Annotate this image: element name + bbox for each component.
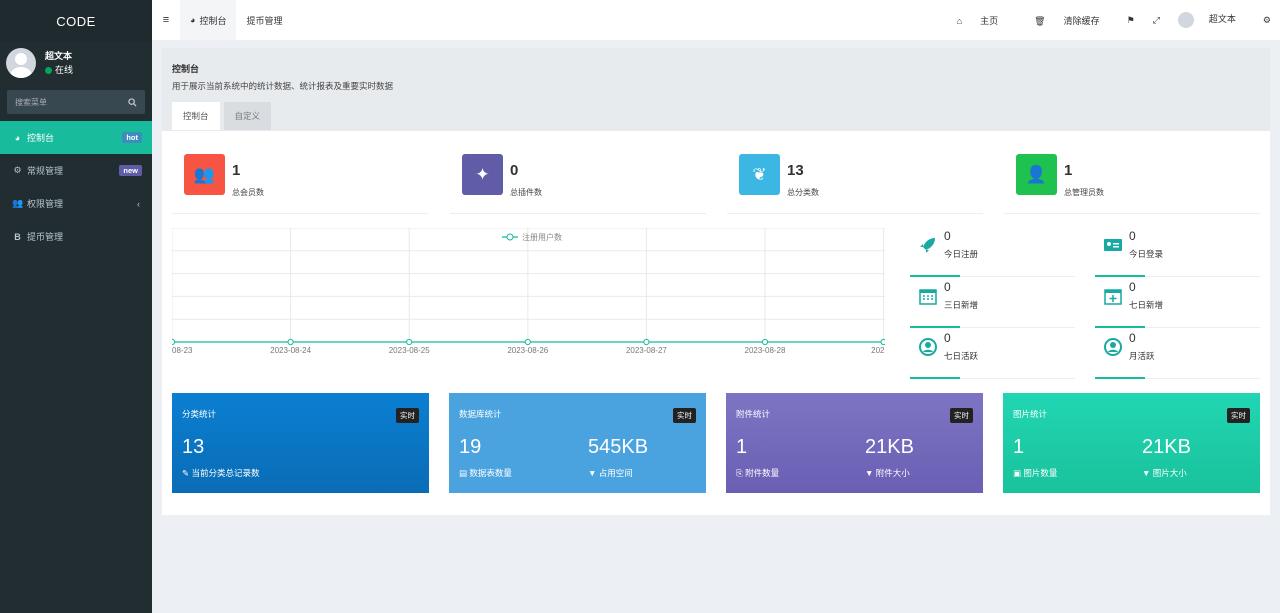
user-name: 超文本: [45, 51, 73, 61]
top-nav: ≡ ◕ 控制台 提币管理 ⌂ 主页 🗑 清除缓存 ⚑ ⤢ 超文本 ⚙: [152, 0, 1280, 40]
page-title: 控制台: [172, 64, 200, 74]
dashboard-icon: ◕: [190, 15, 196, 25]
kpi-today-login: 0 今日登录: [1095, 226, 1260, 277]
data-point: [524, 338, 531, 346]
rocket-icon: [920, 238, 935, 253]
kpi-seven-day-active: 0 七日活跃: [910, 328, 1075, 379]
kpi-three-day-new: 0 三日新增: [910, 277, 1075, 328]
x-tick-label: 08-23: [172, 346, 193, 355]
data-point: [172, 338, 176, 346]
vcard-icon: [1104, 239, 1122, 251]
filter-icon: ▼: [865, 468, 876, 478]
card-attachment-stats: 附件统计 实时 1 ⎘ 附件数量 21KB ▼ 附件大小: [726, 393, 983, 493]
leaf-icon: ❦: [739, 154, 780, 195]
x-tick-label: 2023-08-24: [270, 346, 311, 355]
hot-badge: hot: [122, 132, 142, 143]
filter-icon: ▼: [588, 468, 599, 478]
chevron-left-icon: ‹: [137, 198, 140, 209]
language-icon[interactable]: ⚑: [1126, 14, 1135, 25]
settings-icon[interactable]: ⚙: [1262, 14, 1271, 25]
search-icon: [128, 97, 137, 107]
magic-icon: ✎: [182, 468, 192, 478]
group-icon: 👥: [12, 198, 24, 208]
realtime-badge: 实时: [950, 408, 973, 423]
avatar: [1177, 12, 1194, 28]
card-image-stats: 图片统计 实时 1 ▣ 图片数量 21KB ▼ 图片大小: [1003, 393, 1260, 493]
home-icon: ⌂: [956, 15, 963, 26]
database-icon: ▤: [459, 468, 470, 478]
x-tick-label: 2023-08-27: [626, 346, 667, 355]
tab-custom[interactable]: 自定义: [223, 102, 272, 130]
dashboard-icon: ◕: [14, 132, 21, 143]
magic-icon: ✦: [462, 154, 503, 195]
user-menu[interactable]: 超文本: [1169, 12, 1254, 28]
data-point: [406, 338, 413, 346]
user-panel: 超文本 在线: [0, 42, 152, 84]
new-badge: new: [119, 165, 142, 176]
home-link[interactable]: ⌂ 主页: [939, 14, 1016, 27]
sidebar-item-auth[interactable]: 👥 权限管理 ‹: [12, 198, 140, 209]
clear-cache-link[interactable]: 🗑 清除缓存: [1016, 14, 1117, 27]
tab-dashboard[interactable]: ◕ 控制台: [180, 0, 237, 40]
sidebar: CODE 超文本 在线 搜索菜单 ◕ 控制台 hot ⚙ 常规管理 new 👥 …: [0, 0, 152, 613]
sidebar-item-general[interactable]: ⚙ 常规管理 new: [0, 154, 152, 187]
stat-members: 👥 1 总会员数: [172, 154, 428, 214]
menu-toggle-icon[interactable]: ≡: [162, 14, 170, 26]
stat-admins: 👤 1 总管理员数: [1004, 154, 1260, 214]
calendar-plus-icon: [1104, 289, 1122, 305]
dashboard-panel: 控制台 用于展示当前系统中的统计数据、统计报表及重要实时数据 控制台 自定义 👥…: [162, 48, 1270, 515]
x-tick-label: 2023-0: [871, 346, 885, 355]
realtime-badge: 实时: [673, 408, 696, 423]
fullscreen-icon[interactable]: ⤢: [1152, 14, 1160, 25]
card-database-stats: 数据库统计 实时 19 ▤ 数据表数量 545KB ▼ 占用空间: [449, 393, 706, 493]
tab-withdraw[interactable]: 提币管理: [246, 15, 283, 26]
filter-icon: ▼: [1142, 468, 1153, 478]
x-tick-label: 2023-08-26: [507, 346, 548, 355]
calendar-icon: [919, 289, 937, 305]
logo[interactable]: CODE: [0, 0, 152, 42]
menu-search-input[interactable]: 搜索菜单: [7, 90, 145, 114]
sidebar-item-dashboard[interactable]: ◕ 控制台 hot: [0, 121, 152, 154]
image-icon: ▣: [1013, 468, 1024, 478]
files-icon: ⎘: [736, 468, 746, 478]
page-description: 用于展示当前系统中的统计数据、统计报表及重要实时数据: [172, 81, 394, 91]
tab-console[interactable]: 控制台: [172, 102, 220, 130]
users-icon: 👥: [184, 154, 225, 195]
card-category-stats: 分类统计 实时 13 ✎ 当前分类总记录数: [172, 393, 429, 493]
stat-plugins: ✦ 0 总插件数: [450, 154, 706, 214]
kpi-monthly-active: 0 月活跃: [1095, 328, 1260, 379]
realtime-badge: 实时: [1227, 408, 1250, 423]
x-tick-label: 2023-08-25: [389, 346, 430, 355]
data-point: [761, 338, 769, 346]
data-point: [287, 338, 294, 346]
registrations-chart: 08-23 2023-08-24 2023-08-25 2023-08-26 2023-…: [172, 228, 885, 355]
sidebar-item-withdraw[interactable]: B 提币管理: [0, 220, 152, 253]
trash-icon: 🗑: [1034, 15, 1046, 26]
online-status-icon: [45, 67, 52, 74]
avatar: [6, 48, 36, 78]
legend-marker: [506, 233, 514, 241]
user-circle-icon: [1104, 338, 1122, 356]
kpi-today-register: 0 今日注册: [910, 226, 1075, 277]
data-point: [643, 338, 650, 346]
bitcoin-icon: B: [14, 231, 21, 242]
x-tick-label: 2023-08-28: [745, 346, 786, 355]
legend-label: 注册用户数: [522, 232, 562, 242]
cogs-icon: ⚙: [13, 165, 22, 175]
user-status: 在线: [55, 65, 74, 75]
user-icon: 👤: [1016, 154, 1057, 195]
data-point: [880, 338, 885, 346]
stat-categories: ❦ 13 总分类数: [727, 154, 983, 214]
kpi-seven-day-new: 0 七日新增: [1095, 277, 1260, 328]
realtime-badge: 实时: [396, 408, 419, 423]
user-circle-icon: [919, 338, 937, 356]
